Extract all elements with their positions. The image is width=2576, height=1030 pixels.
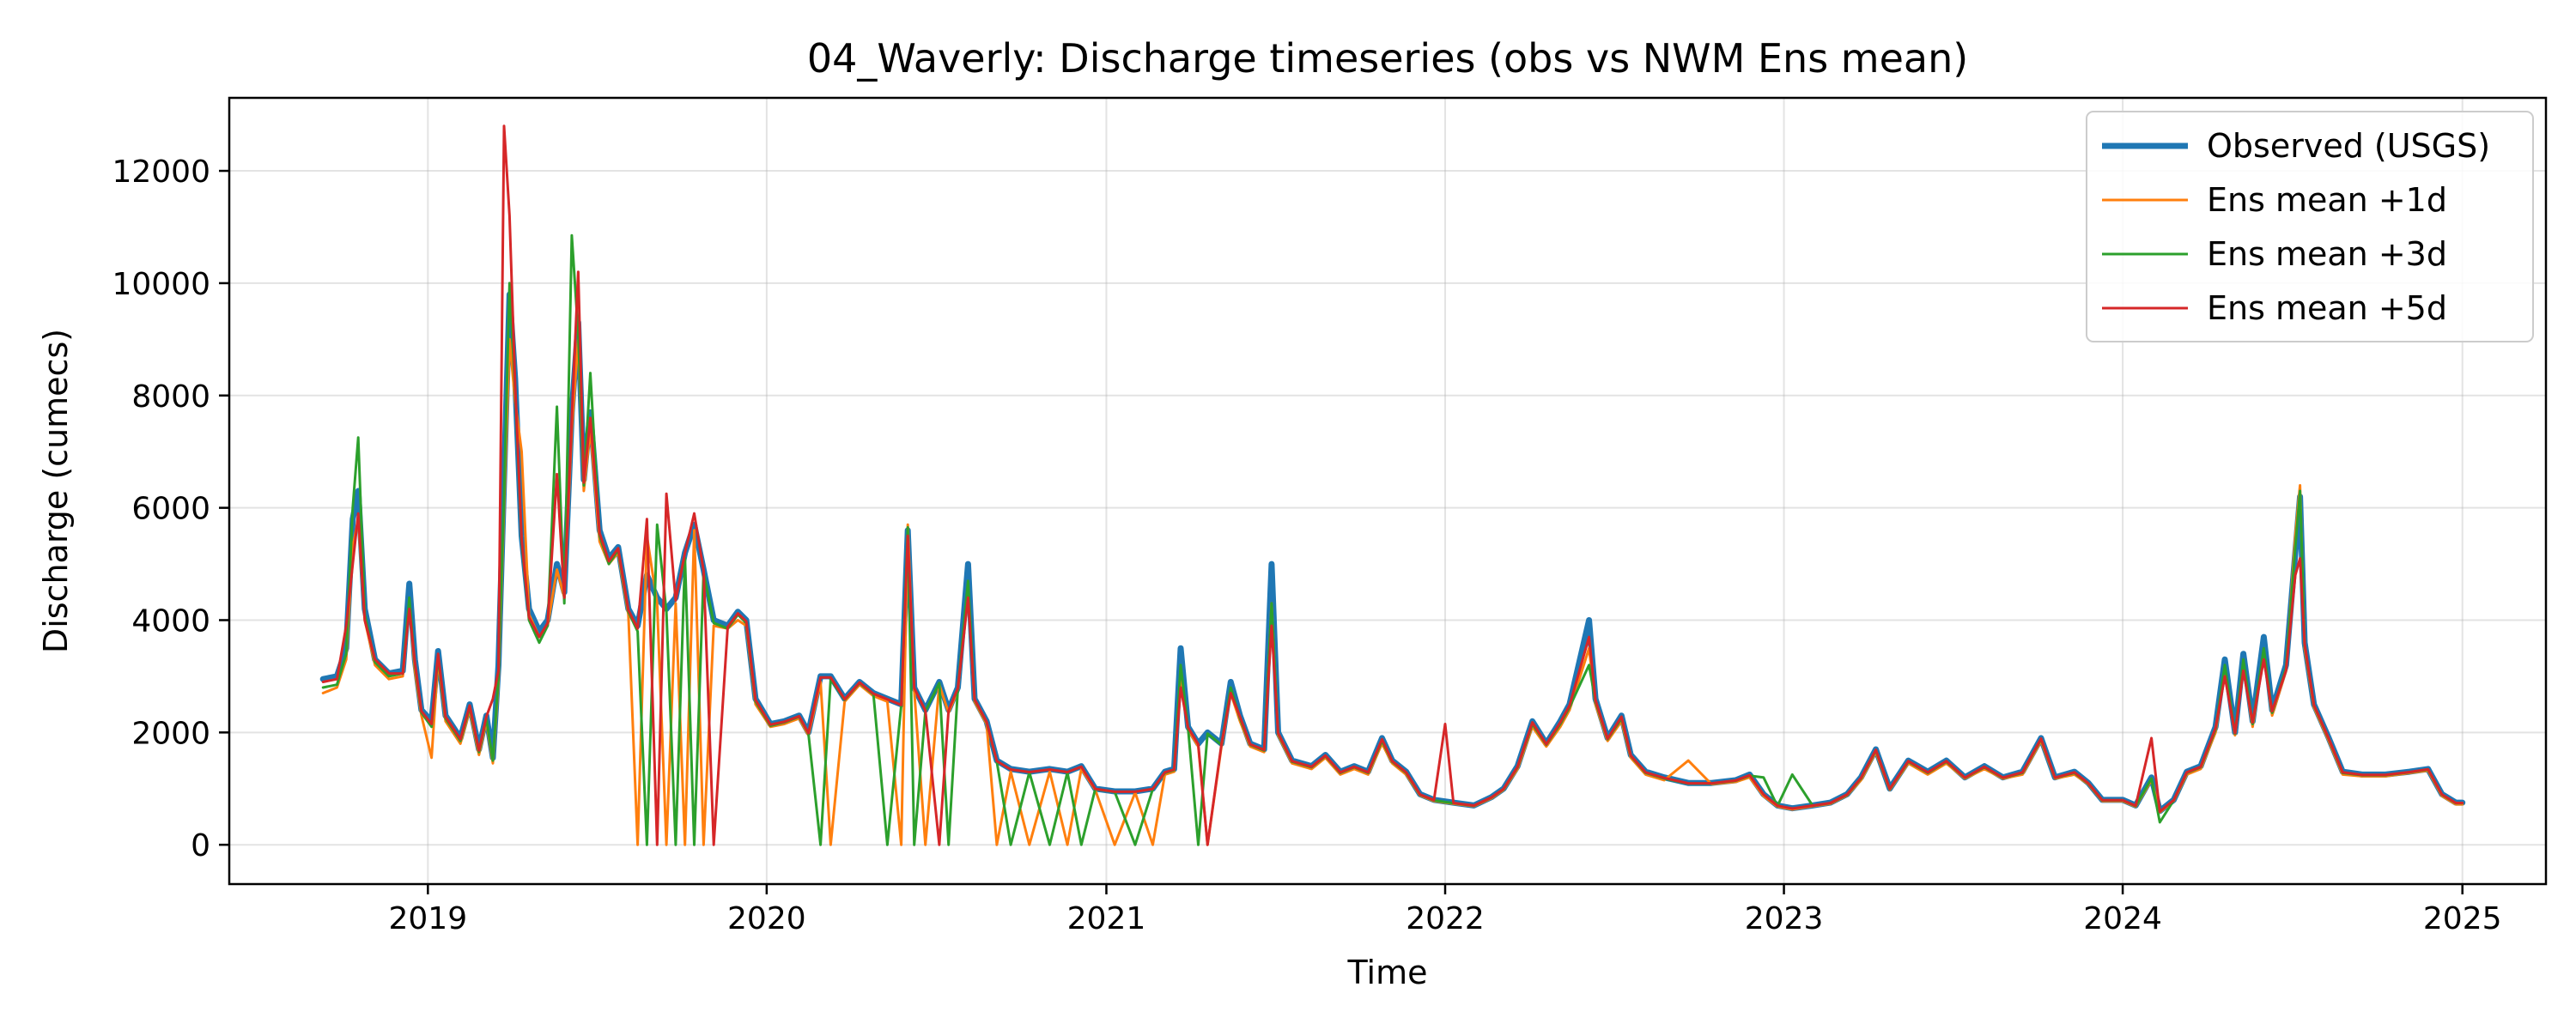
y-tick-label: 12000 bbox=[112, 154, 210, 190]
y-tick-label: 2000 bbox=[131, 716, 210, 751]
y-axis-ticks: 0 2000 4000 6000 8000 10000 12000 bbox=[112, 154, 229, 863]
x-tick-label: 2025 bbox=[2423, 901, 2502, 936]
y-tick-label: 10000 bbox=[112, 267, 210, 302]
x-tick-label: 2024 bbox=[2083, 901, 2162, 936]
y-tick-label: 8000 bbox=[131, 379, 210, 415]
plot-frame bbox=[228, 96, 2548, 886]
chart-title: 04_Waverly: Discharge timeseries (obs vs… bbox=[807, 35, 1968, 82]
x-axis-label: Time bbox=[1347, 954, 1428, 991]
legend-label: Observed (USGS) bbox=[2207, 127, 2490, 165]
legend-label: Ens mean +5d bbox=[2207, 289, 2447, 327]
legend-label: Ens mean +3d bbox=[2207, 235, 2447, 273]
legend-label: Ens mean +1d bbox=[2207, 181, 2447, 219]
y-tick-label: 6000 bbox=[131, 492, 210, 527]
x-tick-label: 2021 bbox=[1067, 901, 1146, 936]
legend-box bbox=[2086, 111, 2534, 342]
series-layer bbox=[319, 124, 2466, 846]
y-tick-label: 0 bbox=[191, 828, 210, 863]
series-line-4 bbox=[321, 124, 2464, 846]
x-tick-label: 2022 bbox=[1406, 901, 1485, 936]
x-tick-label: 2019 bbox=[389, 901, 468, 936]
x-axis-ticks: 2019 2020 2021 2022 2023 2024 2025 bbox=[389, 884, 2502, 936]
grid-lines bbox=[229, 98, 2546, 884]
y-tick-label: 4000 bbox=[131, 603, 210, 639]
x-tick-label: 2020 bbox=[727, 901, 806, 936]
x-tick-label: 2023 bbox=[1745, 901, 1824, 936]
y-axis-label: Discharge (cumecs) bbox=[37, 329, 75, 653]
legend: Observed (USGS) Ens mean +1d Ens mean +3d E… bbox=[2086, 111, 2534, 342]
